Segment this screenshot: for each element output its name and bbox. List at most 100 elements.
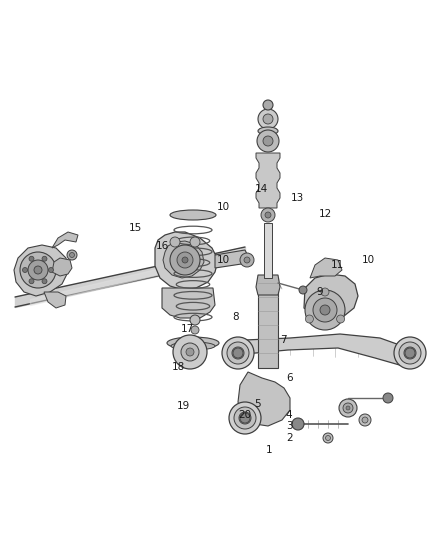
- Circle shape: [191, 326, 199, 334]
- Circle shape: [263, 136, 273, 146]
- Text: 9: 9: [316, 287, 323, 297]
- Circle shape: [20, 252, 56, 288]
- Circle shape: [240, 413, 250, 423]
- Polygon shape: [162, 288, 215, 318]
- Ellipse shape: [404, 347, 416, 359]
- Polygon shape: [256, 153, 280, 208]
- Polygon shape: [44, 292, 66, 308]
- Circle shape: [321, 288, 329, 296]
- Text: 19: 19: [177, 401, 190, 411]
- Circle shape: [70, 253, 74, 257]
- Polygon shape: [238, 372, 290, 426]
- Ellipse shape: [229, 402, 261, 434]
- Circle shape: [359, 414, 371, 426]
- Circle shape: [258, 109, 278, 129]
- Circle shape: [261, 208, 275, 222]
- Ellipse shape: [234, 407, 256, 429]
- Polygon shape: [163, 241, 204, 278]
- Text: 4: 4: [286, 410, 293, 419]
- Circle shape: [292, 418, 304, 430]
- Circle shape: [383, 393, 393, 403]
- Circle shape: [186, 348, 194, 356]
- Circle shape: [244, 257, 250, 263]
- Circle shape: [29, 256, 34, 261]
- Ellipse shape: [239, 412, 251, 424]
- Polygon shape: [304, 274, 358, 320]
- Polygon shape: [14, 245, 68, 296]
- Circle shape: [233, 348, 243, 358]
- Ellipse shape: [222, 337, 254, 369]
- Circle shape: [336, 315, 345, 323]
- Polygon shape: [256, 275, 280, 295]
- Circle shape: [305, 290, 345, 330]
- Circle shape: [265, 212, 271, 218]
- Circle shape: [320, 305, 330, 315]
- Circle shape: [182, 257, 188, 263]
- Circle shape: [177, 252, 193, 268]
- Circle shape: [263, 114, 273, 124]
- Text: 2: 2: [286, 433, 293, 443]
- Polygon shape: [52, 258, 72, 276]
- Ellipse shape: [167, 337, 219, 349]
- Text: 11: 11: [331, 261, 344, 270]
- Bar: [264, 223, 272, 278]
- Polygon shape: [310, 258, 342, 278]
- Circle shape: [323, 433, 333, 443]
- Text: 10: 10: [217, 255, 230, 265]
- Circle shape: [170, 237, 180, 247]
- Text: 6: 6: [286, 374, 293, 383]
- Text: 18: 18: [172, 362, 185, 372]
- Polygon shape: [215, 250, 248, 268]
- Text: 20: 20: [238, 410, 251, 419]
- Circle shape: [42, 256, 47, 261]
- Circle shape: [305, 315, 314, 323]
- Circle shape: [362, 417, 368, 423]
- Circle shape: [22, 268, 28, 272]
- Circle shape: [42, 279, 47, 284]
- Circle shape: [34, 266, 42, 274]
- Text: 14: 14: [255, 184, 268, 194]
- Text: 17: 17: [181, 325, 194, 334]
- Ellipse shape: [232, 347, 244, 359]
- Circle shape: [67, 250, 77, 260]
- Text: 5: 5: [254, 399, 261, 409]
- Circle shape: [29, 279, 34, 284]
- Ellipse shape: [258, 127, 278, 135]
- Circle shape: [405, 348, 415, 358]
- Circle shape: [190, 315, 200, 325]
- Text: 13: 13: [291, 193, 304, 203]
- Text: 8: 8: [232, 312, 239, 322]
- Ellipse shape: [394, 337, 426, 369]
- Text: 15: 15: [129, 223, 142, 233]
- Polygon shape: [155, 232, 218, 290]
- Circle shape: [313, 298, 337, 322]
- Polygon shape: [228, 334, 415, 368]
- Circle shape: [28, 260, 48, 280]
- Polygon shape: [52, 232, 78, 248]
- Circle shape: [170, 245, 200, 275]
- Circle shape: [240, 253, 254, 267]
- Text: 12: 12: [318, 209, 332, 219]
- Circle shape: [181, 343, 199, 361]
- Circle shape: [299, 286, 307, 294]
- Text: 10: 10: [217, 202, 230, 212]
- Text: 3: 3: [286, 422, 293, 431]
- Circle shape: [49, 268, 53, 272]
- Text: 10: 10: [361, 255, 374, 265]
- Text: 16: 16: [156, 241, 170, 251]
- Bar: [258, 278, 278, 368]
- Circle shape: [257, 130, 279, 152]
- Circle shape: [325, 435, 331, 440]
- Ellipse shape: [227, 342, 249, 364]
- Circle shape: [343, 403, 353, 413]
- Circle shape: [263, 100, 273, 110]
- Ellipse shape: [171, 342, 215, 350]
- Text: 7: 7: [280, 335, 287, 345]
- Circle shape: [339, 399, 357, 417]
- Circle shape: [173, 335, 207, 369]
- Ellipse shape: [399, 342, 421, 364]
- Circle shape: [190, 237, 200, 247]
- Ellipse shape: [170, 210, 216, 220]
- Text: 1: 1: [266, 446, 273, 455]
- Circle shape: [346, 406, 350, 410]
